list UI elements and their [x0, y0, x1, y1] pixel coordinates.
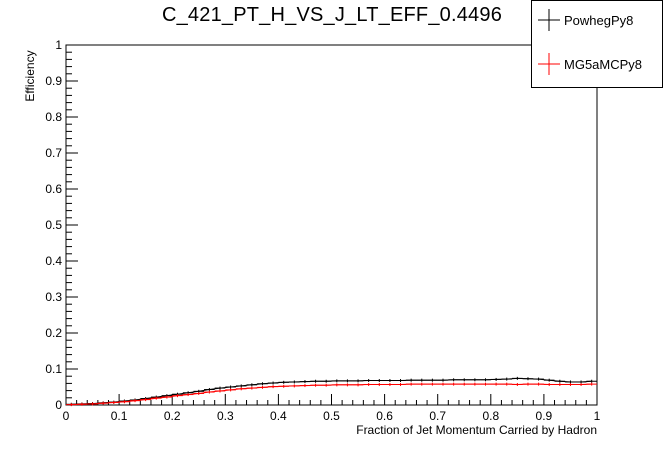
legend-marker-powheg: [538, 9, 560, 31]
x-tick-label: 0.9: [536, 409, 553, 423]
x-axis-label: Fraction of Jet Momentum Carried by Hadr…: [356, 423, 597, 437]
x-tick-label: 0.7: [429, 409, 446, 423]
y-tick-label: 0.9: [45, 74, 62, 88]
y-tick-label: 0.6: [45, 182, 62, 196]
series-1: [66, 382, 597, 407]
x-tick-label: 0.2: [164, 409, 181, 423]
y-tick-label: 0.5: [45, 218, 62, 232]
legend: PowhegPy8 MG5aMCPy8: [531, 0, 663, 88]
y-axis-label: Efficiency: [23, 50, 37, 102]
legend-marker-mg5: [538, 53, 560, 75]
x-tick-label: 0.3: [217, 409, 234, 423]
plot-frame: [65, 44, 598, 406]
x-tick-label: 1: [594, 409, 601, 423]
legend-entry-powheg: PowhegPy8: [532, 5, 662, 35]
y-tick-label: 0.3: [45, 290, 62, 304]
x-tick-label: 0.5: [323, 409, 340, 423]
y-tick-label: 0: [55, 398, 62, 412]
x-tick-label: 0.4: [270, 409, 287, 423]
y-tick-label: 0.4: [45, 254, 62, 268]
y-tick-label: 1: [55, 38, 62, 52]
legend-label-powheg: PowhegPy8: [564, 13, 634, 28]
y-tick-label: 0.7: [45, 146, 62, 160]
x-tick-label: 0: [63, 409, 70, 423]
y-tick-label: 0.8: [45, 110, 62, 124]
chart-title: C_421_PT_H_VS_J_LT_EFF_0.4496: [161, 4, 503, 26]
y-tick-label: 0.2: [45, 326, 62, 340]
x-tick-label: 0.6: [376, 409, 393, 423]
x-tick-label: 0.1: [111, 409, 128, 423]
x-tick-label: 0.8: [482, 409, 499, 423]
legend-entry-mg5: MG5aMCPy8: [532, 49, 662, 79]
y-tick-label: 0.1: [45, 362, 62, 376]
legend-label-mg5: MG5aMCPy8: [564, 57, 643, 72]
